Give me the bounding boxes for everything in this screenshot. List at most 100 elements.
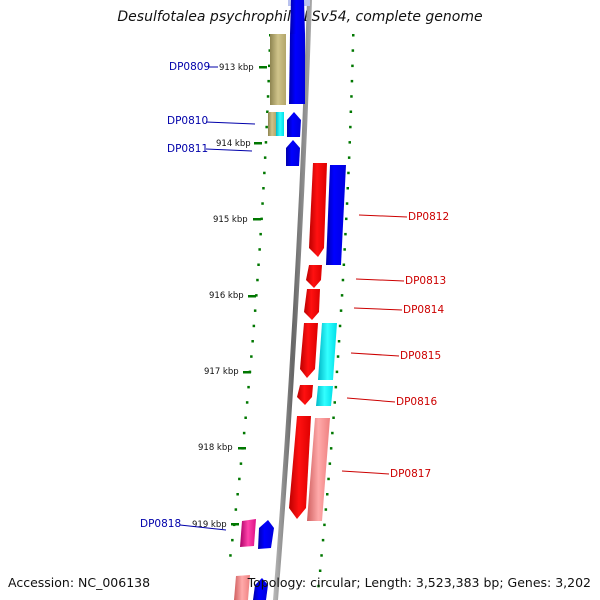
ruler-dot xyxy=(327,477,330,481)
ruler-dot xyxy=(244,416,247,419)
leader-lines xyxy=(179,66,408,531)
ruler-dot xyxy=(267,79,270,83)
gene-label-DP0817[interactable]: DP0817 xyxy=(390,468,431,480)
cog-features xyxy=(234,34,286,600)
ruler-dot xyxy=(351,49,355,52)
cog-box-cyan-DP0815 xyxy=(318,323,337,380)
ruler-dot xyxy=(350,79,354,83)
tick-label: 914 kbp xyxy=(216,139,251,149)
ruler-dot xyxy=(343,248,346,251)
ruler-dot xyxy=(229,554,232,557)
ruler-dot xyxy=(259,232,262,236)
ruler-dot xyxy=(252,324,256,328)
tick-918 xyxy=(238,447,246,450)
ruler-dot xyxy=(339,309,343,312)
ruler-dot xyxy=(263,171,266,175)
leader-line-DP0816 xyxy=(346,397,396,403)
ruler-dot xyxy=(331,431,334,435)
ruler-dot xyxy=(318,569,322,572)
ruler-dot xyxy=(333,401,336,404)
tick-label: 913 kbp xyxy=(219,63,254,73)
ruler-dot xyxy=(338,324,342,328)
gene-label-DP0814[interactable]: DP0814 xyxy=(403,304,444,316)
ruler-dot xyxy=(336,355,340,358)
ruler-dot xyxy=(345,202,349,205)
ruler-dot xyxy=(260,217,263,221)
tick-label: 918 kbp xyxy=(198,443,233,453)
cog-box-cyan-DP0816 xyxy=(316,386,333,406)
ruler-dot xyxy=(335,370,339,374)
ruler-dot xyxy=(266,95,270,98)
ruler-dot xyxy=(329,447,333,450)
leader-line-DP0814 xyxy=(353,307,403,311)
ruler-dot xyxy=(340,294,344,297)
minus-strand-cds xyxy=(253,0,305,600)
gene-label-DP0811[interactable]: DP0811 xyxy=(167,143,208,155)
plus-cog-features xyxy=(307,165,346,521)
ruler-dot xyxy=(263,156,267,159)
tick-label: 915 kbp xyxy=(213,215,248,225)
cog-box-olive xyxy=(270,34,286,105)
leader-line-DP0818 xyxy=(179,524,227,531)
ruler-dot xyxy=(245,401,249,404)
gene-label-DP0810[interactable]: DP0810 xyxy=(167,115,208,127)
tick-label: 919 kbp xyxy=(192,520,227,530)
ruler-dot xyxy=(258,248,261,251)
ruler-dot xyxy=(266,110,269,113)
gene-label-DP0813[interactable]: DP0813 xyxy=(405,275,446,287)
gene-label-DP0809[interactable]: DP0809 xyxy=(169,61,210,73)
tick-label: 917 kbp xyxy=(204,367,239,377)
cds-arrow-DP0817 xyxy=(289,416,311,519)
ruler-dot xyxy=(324,508,328,511)
ruler-dot xyxy=(231,538,234,542)
cds-arrow-DP0809-head xyxy=(290,0,305,34)
leader-line-DP0815 xyxy=(350,352,400,357)
cds-arrow-DP0818 xyxy=(258,520,274,549)
leader-line-DP0812 xyxy=(358,214,408,218)
cds-arrow-DP0810 xyxy=(287,112,301,137)
gene-label-DP0815[interactable]: DP0815 xyxy=(400,350,441,362)
ruler-dot xyxy=(320,554,323,557)
right-ruler-dots xyxy=(317,34,355,588)
gene-label-DP0812[interactable]: DP0812 xyxy=(408,211,449,223)
accession-text: Accession: NC_006138 xyxy=(8,575,151,590)
tick-917 xyxy=(243,371,251,374)
ruler-dot xyxy=(344,232,347,236)
ruler-dot xyxy=(323,523,326,527)
ruler-dot xyxy=(262,187,265,190)
ruler-dot xyxy=(346,187,349,190)
ruler-dot xyxy=(321,538,325,542)
ruler-dot xyxy=(253,309,257,312)
ruler-dot xyxy=(349,125,352,129)
ruler-dot xyxy=(250,355,253,358)
cog-box-pink-DP0817 xyxy=(307,418,330,521)
leader-line-DP0811 xyxy=(205,148,253,152)
leader-line-DP0817 xyxy=(341,470,390,475)
ruler-dot xyxy=(239,462,243,465)
gene-label-DP0818[interactable]: DP0818 xyxy=(140,518,181,530)
tick-919 xyxy=(231,523,239,526)
ruler-dot xyxy=(334,385,338,389)
ruler-dot xyxy=(350,95,353,98)
gene-label-DP0816[interactable]: DP0816 xyxy=(396,396,437,408)
tick-914 xyxy=(254,142,262,145)
cog-box-pink xyxy=(234,575,250,600)
cds-arrow-DP0812 xyxy=(309,163,327,257)
ruler-dot xyxy=(317,584,320,588)
ruler-dot xyxy=(347,171,350,175)
cds-arrow-DP0809 xyxy=(289,34,305,104)
cds-arrow-DP0816 xyxy=(297,385,313,405)
ruler-dot xyxy=(268,64,271,68)
plus-strand-cds xyxy=(289,163,327,519)
tick-labels: 913 kbp 914 kbp 915 kbp 916 kbp 917 kbp … xyxy=(192,63,254,530)
ruler-dot xyxy=(234,508,238,511)
ruler-dot xyxy=(342,263,346,266)
cds-arrow-partial xyxy=(253,578,268,600)
cds-arrow-DP0815 xyxy=(300,323,318,378)
leader-line-DP0813 xyxy=(355,278,405,282)
ruler-dot xyxy=(326,493,329,496)
ruler-dot xyxy=(256,278,259,282)
ruler-dot xyxy=(264,141,268,144)
ruler-dot xyxy=(247,385,250,389)
tick-label: 916 kbp xyxy=(209,291,244,301)
